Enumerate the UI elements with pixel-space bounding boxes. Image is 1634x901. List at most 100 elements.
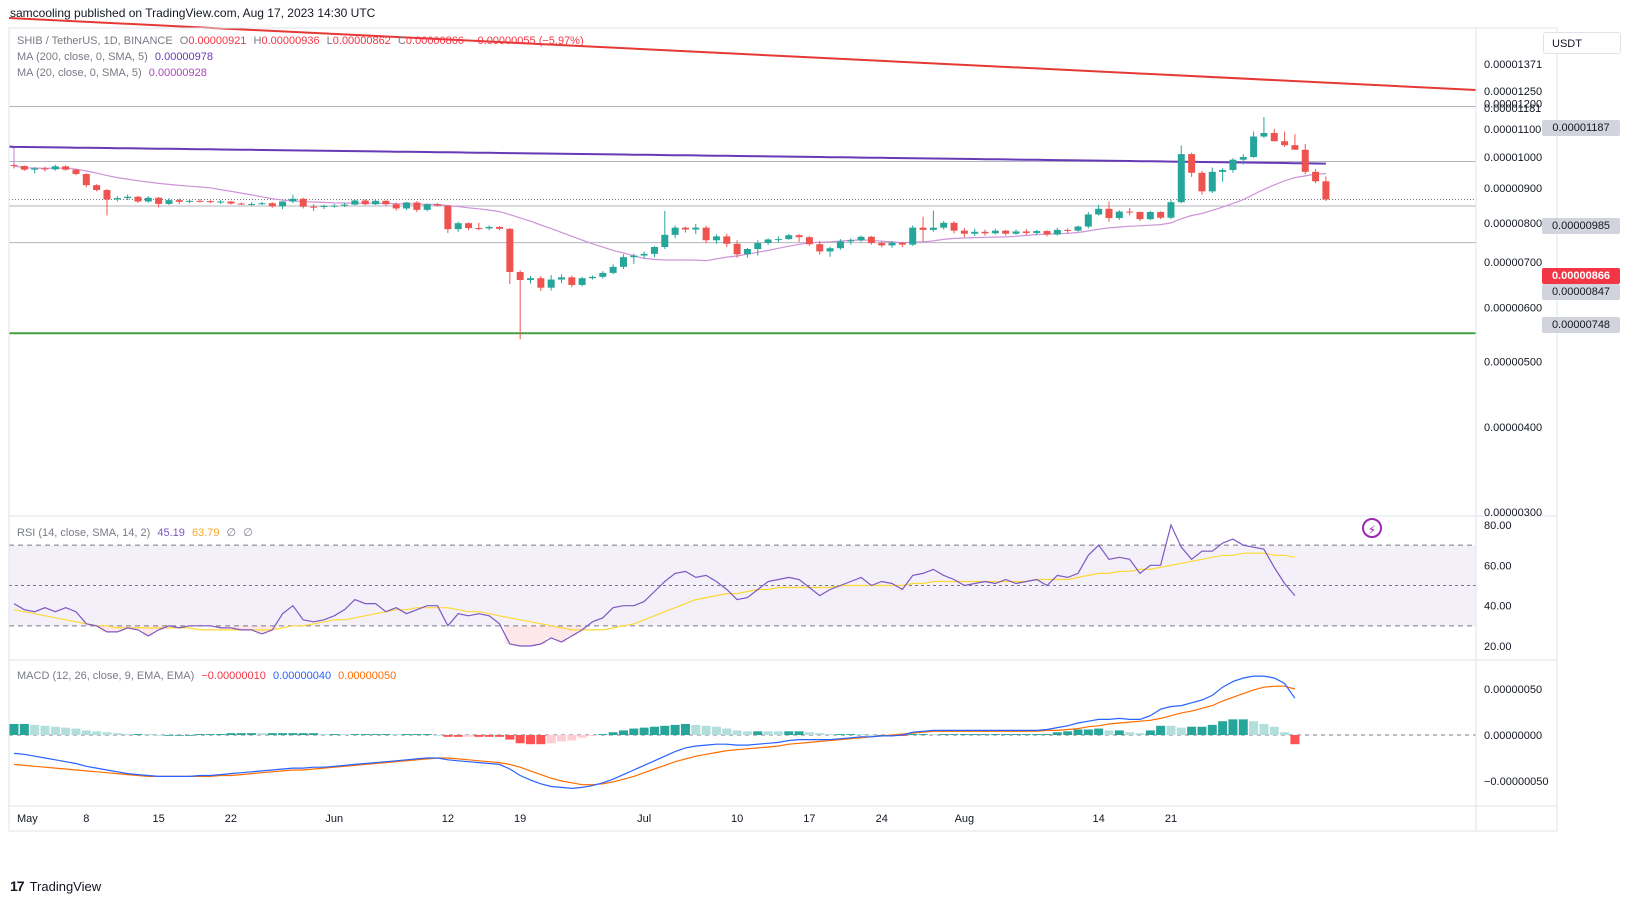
candle-body[interactable] <box>1002 230 1010 234</box>
candle-body[interactable] <box>155 197 163 204</box>
candle-body[interactable] <box>1260 132 1268 137</box>
candle-body[interactable] <box>1291 145 1299 150</box>
candle-body[interactable] <box>1322 181 1330 200</box>
candle-body[interactable] <box>878 243 886 246</box>
candle-body[interactable] <box>568 277 576 285</box>
candle-body[interactable] <box>1095 208 1103 215</box>
candle-body[interactable] <box>41 168 49 170</box>
candle-body[interactable] <box>1188 154 1196 173</box>
candle-body[interactable] <box>733 243 741 255</box>
candle-body[interactable] <box>836 241 844 249</box>
candle-body[interactable] <box>144 197 152 202</box>
candle-body[interactable] <box>723 236 731 244</box>
candle-body[interactable] <box>113 198 121 200</box>
candle-body[interactable] <box>1250 136 1258 158</box>
candle-body[interactable] <box>444 205 452 230</box>
candle-body[interactable] <box>1146 211 1154 220</box>
candle-body[interactable] <box>764 239 772 244</box>
candle-body[interactable] <box>795 235 803 238</box>
candle-body[interactable] <box>702 227 710 241</box>
candle-body[interactable] <box>857 236 865 241</box>
candle-body[interactable] <box>619 257 627 267</box>
candle-body[interactable] <box>227 201 235 204</box>
candle-body[interactable] <box>289 198 297 202</box>
candle-body[interactable] <box>175 200 183 202</box>
candle-body[interactable] <box>1043 231 1051 235</box>
candle-body[interactable] <box>888 242 896 246</box>
candle-body[interactable] <box>1157 211 1165 218</box>
candle-body[interactable] <box>826 248 834 252</box>
candle-body[interactable] <box>217 201 225 203</box>
candle-body[interactable] <box>1126 211 1134 213</box>
candle-body[interactable] <box>991 230 999 234</box>
candle-body[interactable] <box>805 237 813 245</box>
candle-body[interactable] <box>1064 229 1072 231</box>
candle-body[interactable] <box>93 185 101 191</box>
tradingview-brand[interactable]: TradingView <box>29 878 102 894</box>
resistance-trendline[interactable] <box>8 17 1477 91</box>
candle-body[interactable] <box>516 272 524 280</box>
candle-body[interactable] <box>1270 132 1278 142</box>
candle-body[interactable] <box>785 235 793 240</box>
candle-body[interactable] <box>1053 229 1061 235</box>
candle-body[interactable] <box>372 200 380 205</box>
macd-legend[interactable]: MACD (12, 26, close, 9, EMA, EMA) −0.000… <box>17 670 400 682</box>
lightning-icon[interactable]: ⚡ <box>1362 518 1382 538</box>
candle-body[interactable] <box>413 202 421 210</box>
candle-body[interactable] <box>1167 202 1175 218</box>
candle-body[interactable] <box>496 226 504 229</box>
candle-body[interactable] <box>940 222 948 228</box>
candle-body[interactable] <box>578 278 586 285</box>
ma20-legend[interactable]: MA (20, close, 0, SMA, 5) 0.00000928 <box>17 67 211 79</box>
candle-body[interactable] <box>72 169 80 175</box>
candle-body[interactable] <box>196 200 204 202</box>
candle-body[interactable] <box>712 236 720 241</box>
candle-body[interactable] <box>1115 211 1123 219</box>
candle-body[interactable] <box>361 200 369 205</box>
candle-body[interactable] <box>909 227 917 245</box>
candle-body[interactable] <box>392 204 400 209</box>
candle-body[interactable] <box>382 200 390 205</box>
candle-body[interactable] <box>847 240 855 242</box>
candle-body[interactable] <box>661 234 669 248</box>
candle-body[interactable] <box>268 203 276 207</box>
candle-body[interactable] <box>743 249 751 255</box>
candle-body[interactable] <box>557 277 565 280</box>
candle-body[interactable] <box>51 166 59 170</box>
candle-body[interactable] <box>1177 154 1185 203</box>
candle-body[interactable] <box>186 200 194 202</box>
candle-body[interactable] <box>20 166 28 170</box>
candle-body[interactable] <box>475 228 483 230</box>
candle-body[interactable] <box>1012 231 1020 234</box>
candle-body[interactable] <box>816 244 824 252</box>
candle-body[interactable] <box>485 226 493 229</box>
candle-body[interactable] <box>279 201 287 207</box>
candle-body[interactable] <box>62 166 70 170</box>
candle-body[interactable] <box>547 279 555 288</box>
candle-body[interactable] <box>898 242 906 245</box>
candle-body[interactable] <box>630 255 638 258</box>
candle-body[interactable] <box>1074 226 1082 231</box>
candle-body[interactable] <box>671 227 679 235</box>
candle-body[interactable] <box>640 253 648 256</box>
candle-body[interactable] <box>82 174 90 186</box>
candle-body[interactable] <box>1084 214 1092 227</box>
candle-body[interactable] <box>527 278 534 280</box>
candle-body[interactable] <box>1136 211 1144 220</box>
candle-body[interactable] <box>434 204 442 206</box>
candle-body[interactable] <box>971 231 979 234</box>
candle-body[interactable] <box>310 206 318 208</box>
candle-body[interactable] <box>403 202 411 209</box>
ma200-legend[interactable]: MA (200, close, 0, SMA, 5) 0.00000978 <box>17 51 217 63</box>
candle-body[interactable] <box>1219 169 1227 172</box>
candle-body[interactable] <box>237 203 245 205</box>
candle-body[interactable] <box>919 227 927 230</box>
candle-body[interactable] <box>1033 231 1041 233</box>
candle-body[interactable] <box>681 227 689 230</box>
candle-body[interactable] <box>423 204 431 210</box>
candle-body[interactable] <box>981 231 989 234</box>
candle-body[interactable] <box>1198 172 1206 192</box>
candle-body[interactable] <box>454 223 462 230</box>
candle-body[interactable] <box>537 278 545 288</box>
candle-body[interactable] <box>1301 149 1309 172</box>
